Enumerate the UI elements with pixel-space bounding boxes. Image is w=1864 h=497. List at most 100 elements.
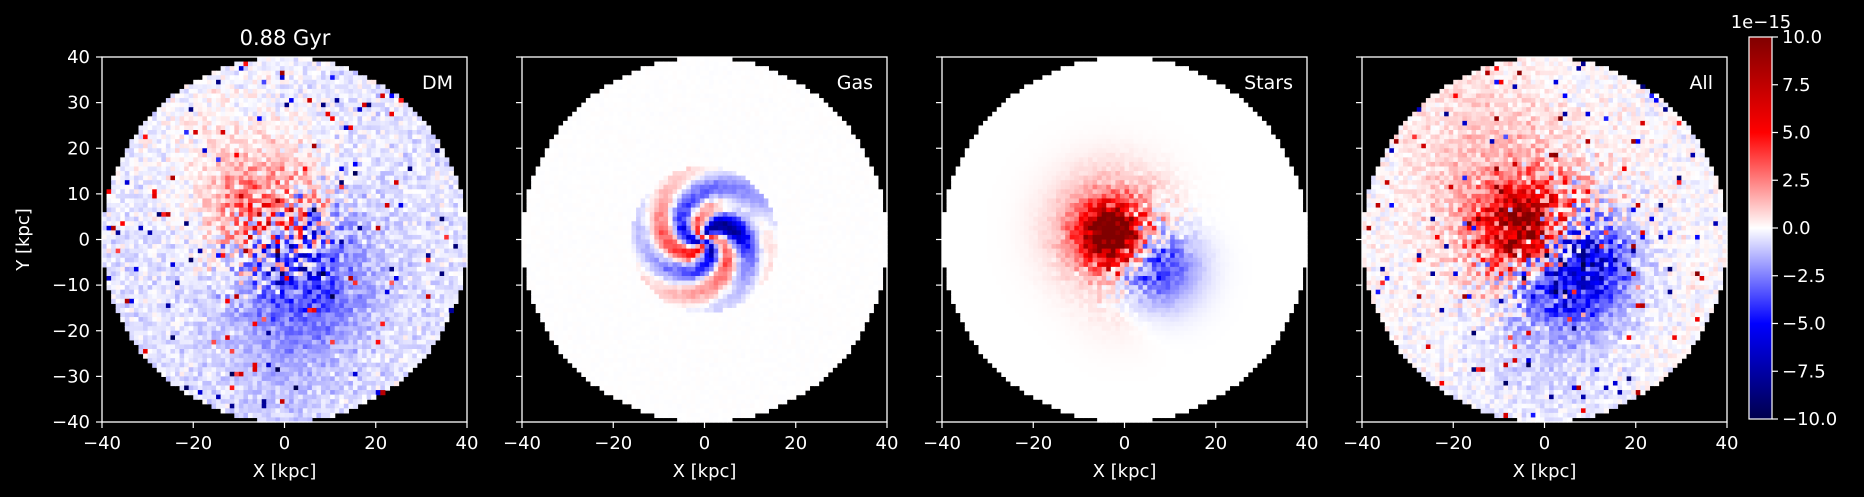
heatmap-cell	[380, 216, 386, 222]
heatmap-cell	[266, 116, 272, 122]
heatmap-cell	[143, 330, 149, 336]
heatmap-cell	[216, 376, 222, 382]
heatmap-cell	[175, 335, 181, 341]
heatmap-cell	[453, 262, 459, 268]
heatmap-cell	[316, 180, 322, 186]
heatmap-cell	[111, 234, 117, 241]
heatmap-cell	[266, 102, 272, 108]
heatmap-cell	[197, 102, 203, 108]
heatmap-cell	[334, 285, 340, 291]
heatmap-cell	[384, 234, 391, 241]
heatmap-cell	[330, 212, 336, 218]
heatmap-cell	[252, 317, 258, 323]
heatmap-cell	[284, 93, 290, 99]
heatmap-cell	[439, 175, 445, 181]
heatmap-cell	[275, 294, 281, 300]
heatmap-cell	[384, 362, 391, 368]
heatmap-cell	[380, 307, 386, 314]
heatmap-cell	[325, 225, 331, 231]
heatmap-cell	[261, 289, 267, 295]
heatmap-cell	[115, 239, 121, 245]
heatmap-cell	[375, 344, 381, 350]
heatmap-cell	[439, 303, 445, 309]
heatmap-cell	[366, 312, 372, 318]
heatmap-cell	[289, 207, 295, 213]
heatmap-cell	[321, 189, 327, 195]
heatmap-cell	[321, 130, 327, 136]
heatmap-cell	[371, 148, 377, 154]
heatmap-cell	[389, 276, 395, 282]
heatmap-cell	[179, 335, 185, 341]
heatmap-cell	[398, 203, 404, 209]
heatmap-cell	[343, 257, 349, 263]
heatmap-cell	[362, 262, 368, 268]
heatmap-cell	[248, 93, 254, 99]
heatmap-cell	[375, 362, 381, 368]
heatmap-cell	[147, 349, 153, 355]
heatmap-cell	[375, 276, 381, 282]
heatmap-cell	[138, 289, 144, 295]
heatmap-cell	[248, 344, 254, 350]
heatmap-cell	[220, 88, 226, 95]
heatmap-cell	[321, 198, 327, 204]
heatmap-cell	[321, 152, 327, 158]
heatmap-cell	[211, 234, 217, 241]
heatmap-cell	[266, 262, 272, 268]
heatmap-cell	[293, 317, 299, 323]
heatmap-cell	[257, 385, 263, 391]
heatmap-cell	[252, 353, 258, 359]
heatmap-cell	[106, 203, 112, 209]
heatmap-cell	[339, 362, 345, 368]
heatmap-cell	[170, 312, 176, 318]
heatmap-cell	[266, 362, 272, 368]
heatmap-cell	[343, 152, 349, 158]
heatmap-cell	[362, 371, 368, 377]
heatmap-cell	[357, 380, 363, 387]
heatmap-cell	[220, 198, 226, 204]
heatmap-cell	[416, 184, 422, 190]
heatmap-cell	[339, 399, 345, 405]
heatmap-cell	[248, 102, 254, 108]
heatmap-cell	[106, 280, 112, 286]
heatmap-cell	[275, 244, 281, 250]
heatmap-cell	[234, 394, 240, 400]
heatmap-cell	[325, 349, 331, 355]
heatmap-cell	[321, 289, 327, 295]
heatmap-cell	[298, 234, 304, 241]
heatmap-cell	[156, 161, 162, 168]
heatmap-cell	[279, 161, 286, 168]
heatmap-cell	[284, 148, 290, 154]
heatmap-cell	[298, 330, 304, 336]
heatmap-cell	[266, 358, 272, 364]
heatmap-cell	[334, 298, 340, 304]
heatmap-cell	[234, 75, 240, 81]
heatmap-cell	[143, 239, 149, 245]
heatmap-cell	[343, 143, 349, 149]
heatmap-cell	[389, 349, 395, 355]
heatmap-cell	[229, 221, 235, 227]
heatmap-cell	[266, 326, 272, 332]
heatmap-cell	[225, 180, 231, 186]
heatmap-cell	[311, 216, 318, 222]
heatmap-cell	[316, 84, 322, 90]
heatmap-cell	[220, 317, 226, 323]
heatmap-cell	[156, 289, 162, 295]
heatmap-cell	[120, 175, 126, 181]
heatmap-cell	[211, 307, 217, 314]
heatmap-cell	[252, 335, 258, 341]
heatmap-cell	[457, 203, 464, 209]
heatmap-cell	[311, 271, 318, 277]
heatmap-cell	[270, 234, 276, 241]
heatmap-cell	[357, 139, 363, 145]
heatmap-cell	[111, 239, 117, 245]
heatmap-cell	[348, 317, 354, 323]
heatmap-cell	[115, 180, 121, 186]
heatmap-cell	[124, 230, 130, 236]
heatmap-cell	[193, 111, 199, 117]
heatmap-cell	[380, 184, 386, 190]
heatmap-cell	[430, 216, 436, 222]
heatmap-cell	[275, 257, 281, 263]
heatmap-cell	[220, 161, 226, 168]
heatmap-cell	[357, 189, 363, 195]
heatmap-cell	[289, 266, 295, 273]
